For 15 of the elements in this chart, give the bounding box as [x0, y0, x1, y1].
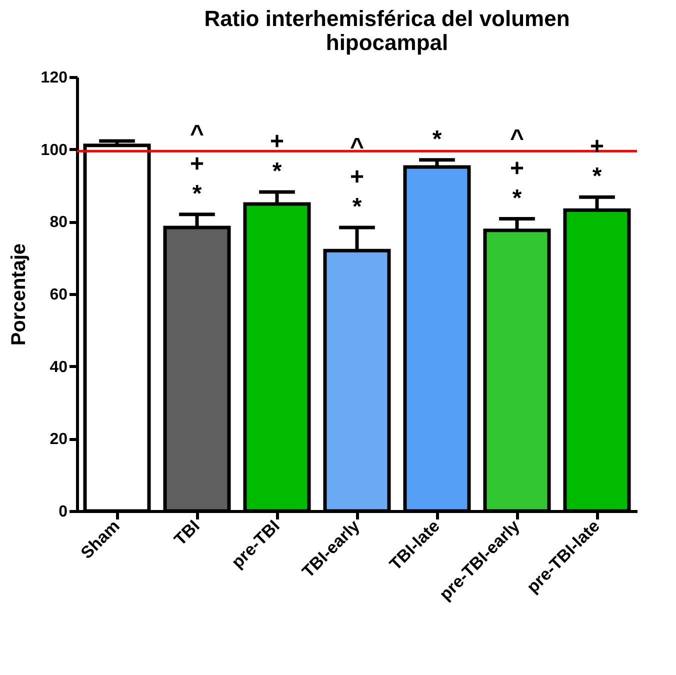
y-axis-title: Porcentaje: [8, 243, 30, 346]
y-tick-label: 40: [50, 358, 68, 376]
annotation: + *: [270, 128, 284, 186]
annotation: *: [432, 126, 442, 153]
y-tick-label: 60: [50, 286, 68, 304]
annotation: ^ + *: [190, 120, 204, 208]
annotation: ^ + *: [510, 124, 524, 212]
chart-title: Ratio interhemisférica del volumen hipocampal: [204, 6, 570, 55]
y-tick-label: 100: [40, 142, 68, 159]
y-tick-label: 0: [58, 504, 68, 520]
y-tick-label: 20: [50, 431, 68, 448]
y-tick-label: 120: [40, 70, 68, 86]
x-tick-label: TBI: [170, 516, 204, 550]
annotation: ^ + *: [350, 133, 364, 220]
y-tick-label: 80: [50, 214, 68, 232]
